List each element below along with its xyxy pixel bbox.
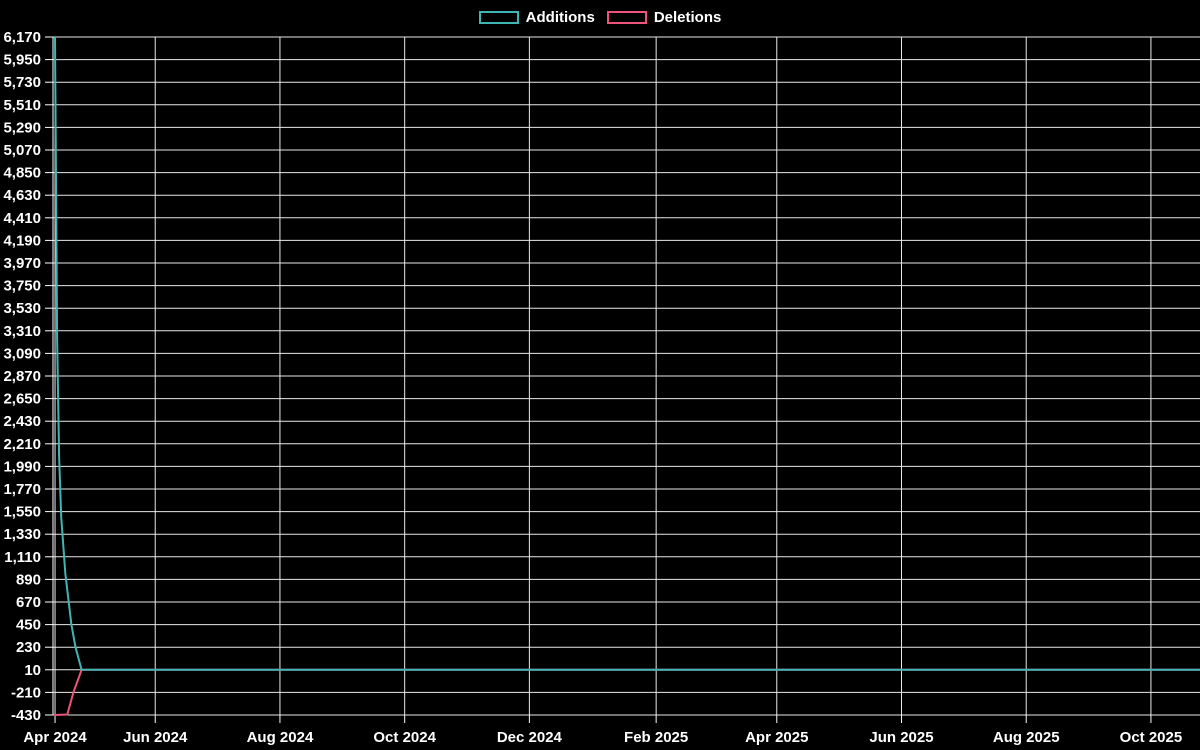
y-tick-label: 1,550 — [3, 504, 41, 521]
y-tick-label: 3,970 — [3, 255, 41, 272]
x-tick-label: Apr 2025 — [745, 729, 808, 746]
legend-item-additions[interactable]: Additions — [478, 8, 595, 26]
y-tick-label: 3,750 — [3, 278, 41, 295]
x-tick-label: Aug 2024 — [247, 729, 314, 746]
y-tick-label: 5,290 — [3, 119, 41, 136]
y-tick-label: 5,070 — [3, 142, 41, 159]
y-tick-label: 4,850 — [3, 165, 41, 182]
y-tick-label: 6,170 — [3, 29, 41, 46]
deletions-legend-label: Deletions — [653, 8, 722, 26]
deletions-legend-swatch — [606, 10, 647, 24]
y-tick-label: 230 — [16, 639, 41, 656]
y-tick-label: 5,950 — [3, 52, 41, 69]
y-tick-label: 3,310 — [3, 323, 41, 340]
x-tick-label: Feb 2025 — [624, 729, 688, 746]
y-tick-label: 1,330 — [3, 526, 41, 543]
additions-line — [54, 36, 1200, 671]
x-tick-label: Jun 2024 — [123, 729, 188, 746]
y-tick-label: 10 — [24, 662, 41, 679]
y-tick-label: 3,530 — [3, 300, 41, 317]
y-tick-label: -210 — [11, 684, 41, 701]
y-tick-label: 1,990 — [3, 458, 41, 475]
y-tick-label: 4,630 — [3, 187, 41, 204]
y-tick-label: 5,730 — [3, 74, 41, 91]
x-tick-label: Dec 2024 — [497, 729, 563, 746]
additions-legend-swatch — [478, 10, 519, 24]
y-tick-label: 2,650 — [3, 391, 41, 408]
y-tick-label: -430 — [11, 707, 41, 724]
x-tick-label: Oct 2025 — [1120, 729, 1183, 746]
y-tick-label: 2,430 — [3, 413, 41, 430]
y-tick-label: 5,510 — [3, 97, 41, 114]
y-tick-label: 3,090 — [3, 345, 41, 362]
y-tick-label: 1,110 — [4, 549, 41, 566]
y-tick-label: 4,410 — [3, 210, 41, 227]
x-tick-label: Oct 2024 — [373, 729, 436, 746]
legend: Additions Deletions — [0, 8, 1200, 26]
x-tick-label: Jun 2025 — [869, 729, 933, 746]
y-tick-label: 670 — [16, 594, 41, 611]
y-tick-label: 4,190 — [3, 232, 41, 249]
x-tick-label: Apr 2024 — [23, 729, 87, 746]
x-tick-label: Aug 2025 — [993, 729, 1060, 746]
y-tick-label: 890 — [16, 571, 41, 588]
legend-item-deletions[interactable]: Deletions — [606, 8, 722, 26]
y-tick-label: 450 — [16, 617, 41, 634]
y-tick-label: 2,210 — [3, 436, 41, 453]
y-tick-label: 2,870 — [3, 368, 41, 385]
y-tick-label: 1,770 — [3, 481, 41, 498]
additions-legend-label: Additions — [525, 8, 595, 26]
